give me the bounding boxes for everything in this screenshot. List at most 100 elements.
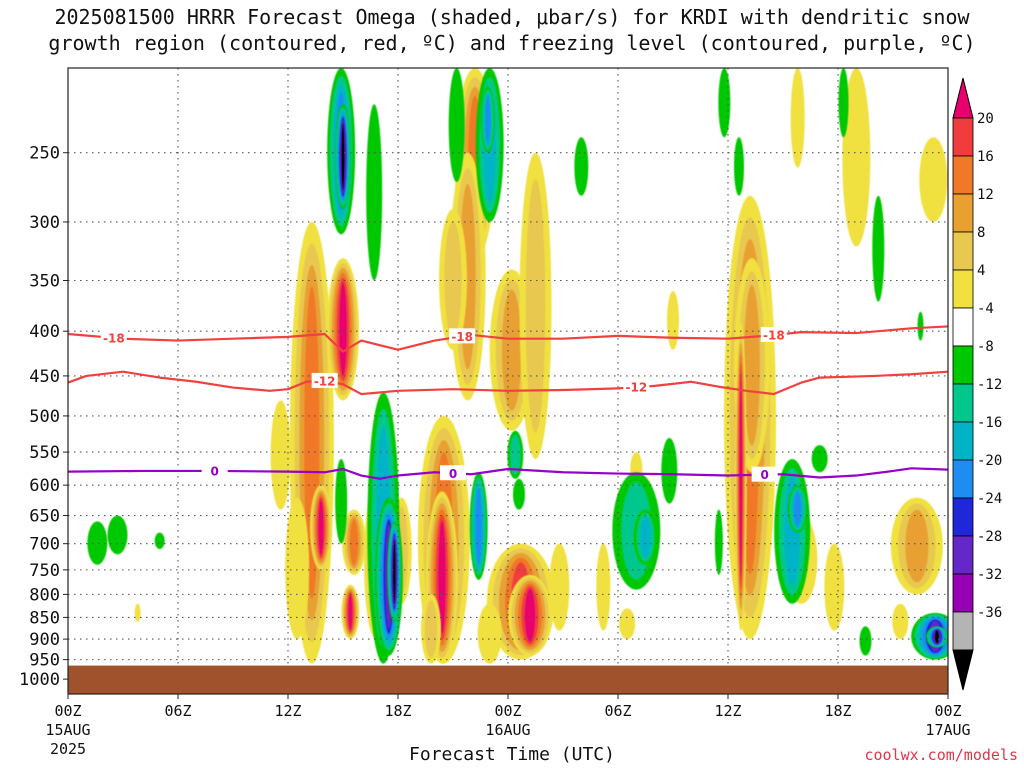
colorbar-band-5 (952, 307, 974, 347)
omega-plume-22 (477, 603, 502, 664)
x-tick-date-0: 15AUG (45, 721, 90, 739)
x-tick-date-48: 17AUG (925, 721, 970, 739)
omega-plume-2 (310, 485, 332, 570)
omega-plume-66 (154, 532, 165, 550)
omega-plume-29 (919, 137, 948, 222)
y-tick-label-950: 950 (29, 651, 60, 671)
contour-label-bg-0-1 (449, 328, 476, 344)
omega-plume-1 (327, 258, 359, 401)
omega-plume-67 (513, 478, 525, 510)
omega-plume-8 (508, 574, 552, 656)
colorbar-arrow-bottom (952, 649, 974, 691)
x-tick-label-30: 06Z (604, 702, 631, 720)
x-tick-label-12: 12Z (274, 702, 301, 720)
omega-plume-21 (421, 594, 441, 664)
omega-plume-52 (718, 68, 731, 138)
omega-plume-13 (519, 152, 552, 459)
omega-plume-31 (892, 603, 909, 640)
omega-plume-30 (890, 497, 943, 595)
omega-plume-64 (87, 521, 108, 565)
y-tick-label-600: 600 (29, 476, 60, 496)
omega-plume-42 (387, 521, 402, 622)
y-tick-label-550: 550 (29, 443, 60, 463)
contour-label-1-1: -12 (625, 381, 647, 395)
colorbar-band-12 (952, 573, 974, 613)
colorbar-label-13: -36 (977, 605, 1002, 621)
colorbar-label-1: 16 (977, 149, 994, 165)
contour-label-bg-2-0 (201, 462, 228, 478)
colorbar-label-7: -12 (977, 377, 1002, 393)
omega-plume-32 (134, 603, 141, 622)
omega-plume-65 (107, 515, 128, 555)
x-tick-year-0: 2025 (50, 740, 86, 758)
omega-plume-23 (549, 543, 570, 631)
omega-plume-50 (633, 509, 658, 565)
omega-plume-60 (872, 195, 885, 302)
omega-plume-20 (270, 400, 291, 510)
omega-plume-59 (859, 626, 872, 656)
contour-label-2-1: 0 (449, 467, 457, 481)
colorbar-band-4 (952, 269, 974, 309)
omega-plume-46 (480, 86, 495, 153)
omega-plume-53 (714, 509, 723, 575)
omega-plume-25 (619, 608, 636, 640)
omega-plume-43 (448, 68, 465, 182)
omega-plume-56 (787, 485, 808, 533)
omega-plume-61 (917, 311, 924, 341)
colorbar-band-1 (952, 155, 974, 195)
y-tick-label-1000: 1000 (19, 670, 60, 690)
omega-plume-58 (838, 68, 849, 138)
colorbar-band-9 (952, 459, 974, 499)
y-tick-label-300: 300 (29, 213, 60, 233)
y-tick-label-250: 250 (29, 144, 60, 164)
contour-label-bg-1-1 (623, 379, 650, 395)
colorbar-band-0 (952, 117, 974, 157)
x-tick-date-24: 16AUG (485, 721, 530, 739)
omega-plume-3 (341, 584, 360, 640)
y-tick-label-700: 700 (29, 535, 60, 555)
surface-terrain (68, 665, 948, 694)
colorbar-label-6: -8 (977, 339, 994, 355)
omega-plume-27 (824, 543, 845, 631)
colorbar-band-7 (952, 383, 974, 423)
colorbar-arrow-top (952, 77, 974, 119)
colorbar-label-11: -28 (977, 529, 1002, 545)
omega-plume-39 (366, 104, 383, 281)
y-tick-label-850: 850 (29, 608, 60, 628)
contour-label-0-1: -18 (451, 330, 473, 344)
contour-label-bg-2-1 (440, 465, 466, 481)
colorbar-label-5: -4 (977, 301, 994, 317)
contour-label-2-2: 0 (760, 468, 768, 482)
y-tick-label-800: 800 (29, 585, 60, 605)
contour-label-bg-1-0 (311, 372, 338, 388)
y-tick-label-500: 500 (29, 407, 60, 427)
colorbar-label-2: 12 (977, 187, 994, 203)
credit-link[interactable]: coolwx.com/models (864, 746, 1018, 764)
y-tick-label-650: 650 (29, 507, 60, 527)
colorbar-band-13 (952, 611, 974, 651)
omega-plume-37 (335, 104, 351, 210)
colorbar-band-10 (952, 497, 974, 537)
x-tick-label-42: 18Z (824, 702, 851, 720)
x-tick-label-24: 00Z (494, 702, 521, 720)
colorbar-label-0: 20 (977, 111, 994, 127)
omega-plume-24 (596, 543, 611, 631)
x-tick-label-48: 00Z (934, 702, 961, 720)
omega-plume-38 (335, 458, 348, 544)
omega-plume-34 (667, 291, 679, 350)
colorbar-label-3: 8 (977, 225, 985, 241)
chart-title-line2: growth region (contoured, red, ºC) and f… (48, 31, 976, 55)
contour-label-2-0: 0 (210, 464, 218, 478)
x-tick-label-0: 00Z (54, 702, 81, 720)
contour-label-bg-0-2 (760, 326, 787, 342)
omega-plume-11 (439, 209, 467, 350)
y-tick-label-450: 450 (29, 367, 60, 387)
contour-label-bg-0-0 (100, 329, 127, 345)
x-tick-label-6: 06Z (164, 702, 191, 720)
contour-line-2 (68, 467, 948, 480)
colorbar: 20 16 12 8 4 -4 -8 -12 -16 -20 -24 -28 -32 -36 (952, 77, 1002, 691)
colorbar-label-10: -24 (977, 491, 1002, 507)
contour-label-bg-2-2 (751, 466, 778, 482)
